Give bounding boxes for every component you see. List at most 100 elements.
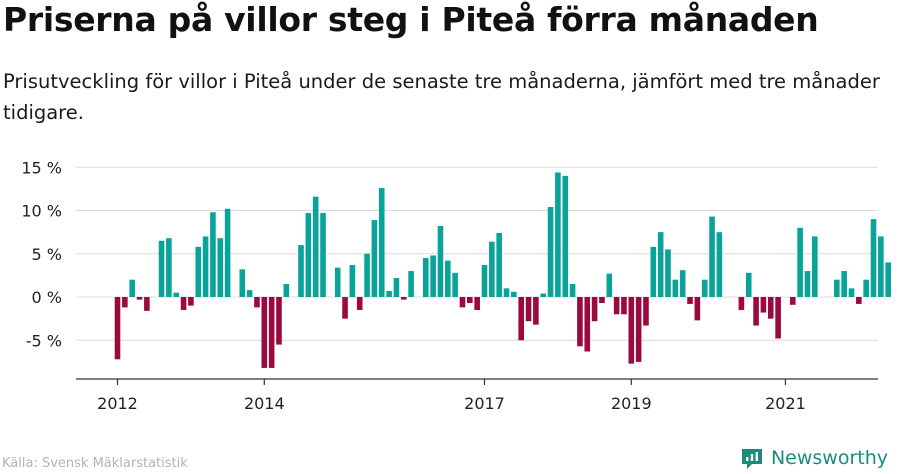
bar-negative[interactable]: [856, 297, 862, 304]
bar-negative[interactable]: [636, 297, 642, 362]
bar-positive[interactable]: [350, 265, 356, 297]
bar-negative[interactable]: [761, 297, 767, 313]
bar-negative[interactable]: [357, 297, 363, 310]
bar-negative[interactable]: [342, 297, 348, 319]
bar-positive[interactable]: [239, 269, 245, 297]
bar-negative[interactable]: [695, 297, 701, 320]
bar-negative[interactable]: [614, 297, 620, 314]
bar-negative[interactable]: [460, 297, 466, 307]
bar-negative[interactable]: [115, 297, 121, 359]
bar-negative[interactable]: [262, 297, 268, 368]
bar-positive[interactable]: [306, 213, 312, 297]
bar-positive[interactable]: [540, 294, 546, 297]
bar-positive[interactable]: [511, 292, 517, 297]
y-tick-label: 5 %: [32, 245, 62, 264]
bar-negative[interactable]: [768, 297, 774, 319]
bar-positive[interactable]: [482, 265, 488, 297]
bar-positive[interactable]: [746, 273, 752, 297]
bar-positive[interactable]: [878, 236, 884, 297]
bar-positive[interactable]: [129, 280, 135, 297]
bar-negative[interactable]: [621, 297, 627, 314]
bar-negative[interactable]: [629, 297, 635, 364]
bar-positive[interactable]: [489, 242, 495, 297]
bar-positive[interactable]: [717, 232, 723, 297]
x-tick-label: 2019: [611, 394, 652, 413]
bar-positive[interactable]: [885, 262, 891, 297]
bar-positive[interactable]: [452, 273, 458, 297]
bar-positive[interactable]: [673, 280, 679, 297]
bar-positive[interactable]: [203, 236, 209, 297]
bar-positive[interactable]: [445, 261, 451, 297]
bar-positive[interactable]: [217, 238, 223, 297]
bar-negative[interactable]: [526, 297, 532, 321]
bar-negative[interactable]: [577, 297, 583, 346]
newsworthy-logo[interactable]: Newsworthy: [740, 446, 888, 470]
bar-negative[interactable]: [584, 297, 590, 351]
bar-positive[interactable]: [570, 284, 576, 297]
bar-positive[interactable]: [548, 207, 554, 297]
bar-positive[interactable]: [834, 280, 840, 297]
bar-positive[interactable]: [606, 274, 612, 297]
y-tick-label: -5 %: [26, 331, 62, 350]
bar-positive[interactable]: [562, 176, 568, 297]
bar-positive[interactable]: [320, 213, 326, 297]
bar-negative[interactable]: [687, 297, 693, 304]
bar-positive[interactable]: [247, 290, 253, 297]
bar-positive[interactable]: [394, 278, 400, 297]
bar-positive[interactable]: [423, 258, 429, 297]
bar-positive[interactable]: [298, 245, 304, 297]
bar-positive[interactable]: [159, 241, 165, 297]
bar-negative[interactable]: [533, 297, 539, 325]
bar-negative[interactable]: [137, 297, 143, 300]
bar-positive[interactable]: [284, 284, 290, 297]
bar-negative[interactable]: [122, 297, 128, 307]
bar-negative[interactable]: [188, 297, 194, 306]
bar-positive[interactable]: [702, 280, 708, 297]
bar-negative[interactable]: [181, 297, 187, 310]
bar-positive[interactable]: [379, 188, 385, 297]
bar-negative[interactable]: [401, 297, 407, 300]
bar-negative[interactable]: [592, 297, 598, 321]
bar-positive[interactable]: [364, 254, 370, 297]
bar-positive[interactable]: [438, 226, 444, 297]
bar-positive[interactable]: [372, 220, 378, 297]
bar-negative[interactable]: [775, 297, 781, 339]
bar-positive[interactable]: [863, 280, 869, 297]
bar-positive[interactable]: [225, 209, 231, 297]
bar-negative[interactable]: [790, 297, 796, 305]
bar-positive[interactable]: [709, 217, 715, 297]
bar-positive[interactable]: [496, 233, 502, 297]
bar-negative[interactable]: [518, 297, 524, 340]
bar-negative[interactable]: [144, 297, 150, 311]
bar-positive[interactable]: [665, 249, 671, 297]
bar-positive[interactable]: [797, 228, 803, 297]
bar-positive[interactable]: [335, 268, 341, 297]
bar-positive[interactable]: [849, 288, 855, 297]
bar-positive[interactable]: [210, 212, 216, 297]
bar-positive[interactable]: [680, 270, 686, 297]
bar-positive[interactable]: [805, 271, 811, 297]
bar-negative[interactable]: [276, 297, 282, 345]
bar-positive[interactable]: [313, 197, 319, 297]
bar-positive[interactable]: [651, 247, 657, 297]
bar-positive[interactable]: [555, 172, 561, 297]
bar-negative[interactable]: [739, 297, 745, 310]
bar-positive[interactable]: [812, 236, 818, 297]
bar-positive[interactable]: [386, 291, 392, 297]
bar-positive[interactable]: [658, 232, 664, 297]
bar-negative[interactable]: [753, 297, 759, 326]
bar-negative[interactable]: [254, 297, 260, 307]
bar-positive[interactable]: [408, 271, 414, 297]
bar-positive[interactable]: [871, 219, 877, 297]
bar-positive[interactable]: [841, 271, 847, 297]
bar-positive[interactable]: [430, 255, 436, 297]
bar-positive[interactable]: [166, 238, 172, 297]
bar-positive[interactable]: [195, 247, 201, 297]
bar-negative[interactable]: [643, 297, 649, 326]
bar-positive[interactable]: [173, 293, 179, 297]
bar-negative[interactable]: [474, 297, 480, 310]
bar-positive[interactable]: [504, 288, 510, 297]
bar-negative[interactable]: [269, 297, 275, 368]
bar-negative[interactable]: [467, 297, 473, 303]
bar-negative[interactable]: [599, 297, 605, 303]
